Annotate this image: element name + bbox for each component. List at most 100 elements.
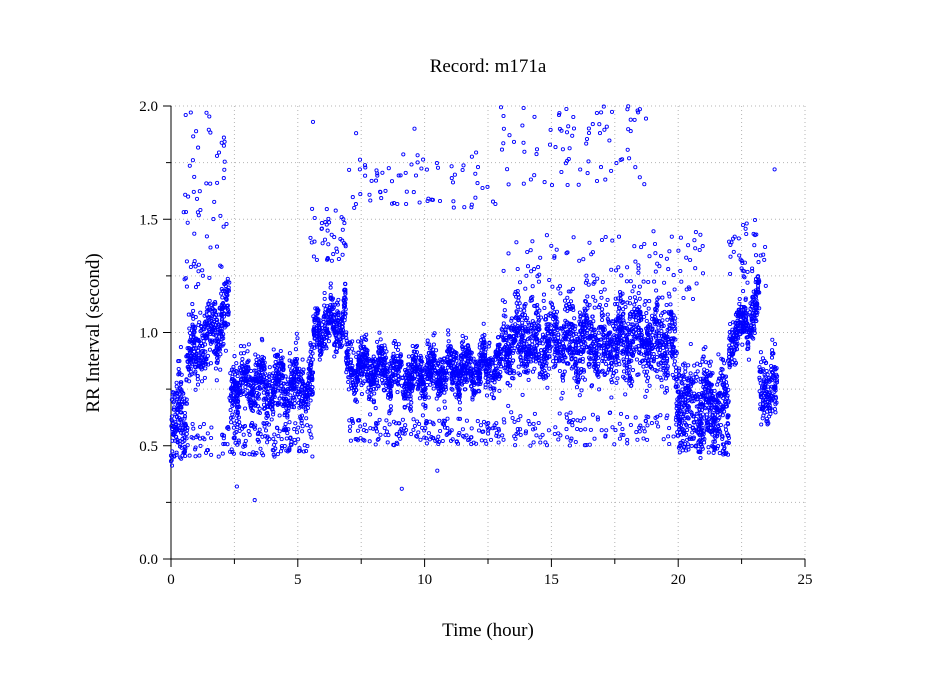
rr-interval-point: [382, 376, 387, 381]
rr-interval-point: [646, 306, 651, 311]
rr-interval-point: [235, 370, 240, 375]
rr-interval-point: [350, 363, 355, 368]
rr-interval-point: [295, 336, 300, 341]
rr-interval-point: [344, 342, 349, 347]
rr-interval-point: [506, 403, 511, 408]
rr-interval-point: [225, 307, 231, 312]
rr-interval-point: [257, 410, 262, 416]
rr-interval-point: [385, 368, 390, 373]
rr-interval-point: [235, 396, 240, 401]
rr-interval-point: [670, 372, 675, 377]
rr-interval-point: [348, 357, 353, 362]
rr-interval-point: [322, 303, 327, 308]
rr-interval-point: [346, 379, 351, 385]
rr-interval-point: [235, 409, 240, 414]
rr-interval-point: [358, 365, 363, 370]
rr-interval-point: [198, 310, 203, 315]
rr-interval-point: [178, 380, 183, 385]
rr-interval-point: [348, 360, 354, 365]
rr-interval-point: [176, 428, 182, 433]
rr-interval-point: [270, 407, 275, 412]
rr-interval-point: [426, 395, 431, 400]
rr-interval-point: [247, 399, 252, 404]
rr-interval-point: [338, 339, 343, 344]
rr-interval-point: [229, 420, 234, 425]
rr-interval-point: [644, 373, 649, 378]
rr-interval-point: [322, 324, 327, 329]
rr-interval-point: [277, 396, 282, 401]
rr-interval-point: [335, 346, 340, 351]
rr-interval-point: [234, 399, 239, 404]
rr-interval-point: [304, 416, 309, 421]
rr-interval-point: [219, 328, 224, 333]
rr-interval-point: [190, 322, 195, 327]
rr-interval-point: [234, 380, 239, 385]
rr-interval-point: [264, 415, 269, 420]
rr-interval-point: [599, 295, 604, 300]
rr-interval-point: [336, 311, 341, 316]
x-tick-label: 0: [167, 572, 175, 588]
rr-interval-point: [340, 311, 346, 316]
rr-interval-point: [261, 397, 266, 402]
rr-interval-point: [172, 407, 177, 412]
rr-interval-point: [312, 345, 317, 350]
rr-interval-point: [209, 316, 214, 321]
rr-interval-point: [388, 408, 393, 413]
rr-interval-point: [372, 373, 377, 378]
rr-interval-point: [343, 281, 348, 286]
rr-interval-point: [285, 377, 290, 382]
rr-interval-point: [366, 358, 371, 363]
rr-interval-point: [206, 308, 211, 313]
rr-interval-point: [295, 381, 300, 386]
rr-interval-point: [359, 340, 364, 345]
rr-interval-point: [315, 316, 320, 321]
rr-interval-point: [623, 392, 628, 397]
rr-interval-point: [215, 355, 220, 360]
rr-interval-point: [238, 389, 243, 394]
rr-interval-point: [174, 414, 179, 419]
rr-interval-point: [228, 371, 233, 376]
rr-interval-point: [265, 410, 270, 415]
rr-interval-point: [624, 355, 630, 360]
rr-interval-point: [318, 342, 323, 347]
rr-interval-point: [232, 381, 237, 386]
rr-interval-point: [201, 360, 206, 366]
rr-interval-point: [294, 370, 299, 375]
rr-interval-point: [223, 348, 228, 353]
rr-interval-point: [351, 350, 356, 355]
rr-interval-point: [233, 409, 238, 414]
rr-interval-point: [249, 403, 254, 409]
rr-interval-point: [392, 339, 397, 344]
rr-interval-point: [446, 339, 451, 344]
rr-interval-point: [345, 367, 350, 372]
y-tick-label: 2.0: [139, 99, 158, 115]
rr-interval-point: [269, 397, 274, 402]
rr-interval-point: [257, 360, 262, 365]
rr-interval-point: [254, 357, 259, 362]
rr-interval-point: [231, 367, 236, 372]
rr-interval-point: [518, 307, 523, 312]
rr-interval-point: [377, 360, 382, 365]
rr-interval-point: [471, 356, 476, 361]
rr-interval-point: [240, 357, 245, 362]
rr-interval-point: [205, 353, 210, 358]
rr-interval-point: [694, 416, 699, 421]
rr-interval-point: [698, 363, 703, 368]
rr-interval-point: [600, 317, 605, 323]
rr-interval-point: [285, 415, 290, 420]
rr-interval-point: [484, 393, 490, 398]
rr-interval-point: [354, 383, 359, 388]
rr-interval-point: [175, 438, 180, 443]
rr-interval-point: [332, 329, 337, 334]
x-tick-label: 25: [798, 572, 813, 588]
rr-interval-point: [609, 395, 614, 400]
rr-interval-point: [187, 326, 192, 331]
rr-interval-point: [380, 368, 385, 373]
rr-interval-point: [353, 397, 358, 402]
rr-interval-point: [247, 396, 252, 402]
rr-interval-point: [218, 352, 223, 357]
rr-interval-point: [263, 382, 268, 387]
rr-interval-point: [353, 385, 358, 390]
rr-interval-point: [417, 396, 422, 401]
rr-interval-point: [180, 453, 185, 458]
